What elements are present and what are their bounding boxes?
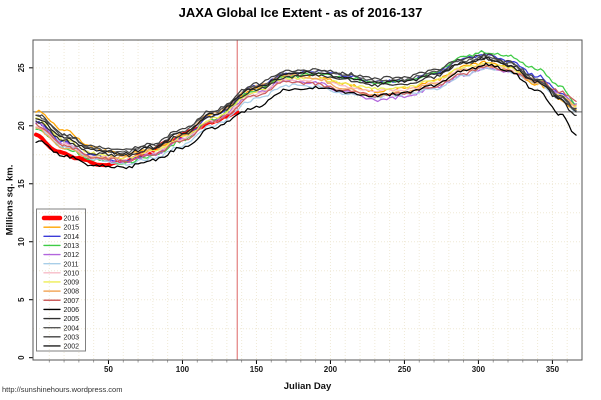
x-tick-label: 50 xyxy=(104,365,113,374)
reference-lines xyxy=(33,40,582,360)
legend: 2016 2015 2014 2013 2012 2011 2010 2009 2008 2007… xyxy=(36,208,86,352)
x-tick-label: 200 xyxy=(324,365,338,374)
chart-title: JAXA Global Ice Extent - as of 2016-137 xyxy=(178,5,423,20)
legend-item-2002: 2002 xyxy=(43,344,80,351)
legend-label-2015: 2015 xyxy=(64,225,80,232)
source-url: http://sunshinehours.wordpress.com xyxy=(2,385,123,394)
y-tick-label: 10 xyxy=(17,237,26,246)
legend-item-2016: 2016 xyxy=(41,216,80,223)
gridlines xyxy=(33,40,582,360)
plot-border xyxy=(32,39,583,361)
series-line-2011 xyxy=(35,66,577,166)
legend-item-2009: 2009 xyxy=(43,280,80,287)
series-line-2005 xyxy=(35,56,577,158)
legend-label-2008: 2008 xyxy=(64,289,80,296)
x-tick-label: 150 xyxy=(250,365,264,374)
legend-label-2012: 2012 xyxy=(64,252,80,259)
legend-label-2007: 2007 xyxy=(64,298,80,305)
legend-item-2010: 2010 xyxy=(43,270,80,277)
legend-item-2007: 2007 xyxy=(43,298,80,305)
y-tick-label: 20 xyxy=(17,121,26,130)
legend-item-2003: 2003 xyxy=(43,334,80,341)
y-tick-label: 25 xyxy=(17,63,26,72)
legend-label-2006: 2006 xyxy=(64,307,80,314)
series-lines xyxy=(34,50,577,170)
series-line-2007 xyxy=(35,64,577,163)
legend-item-2004: 2004 xyxy=(43,325,80,332)
legend-item-2005: 2005 xyxy=(43,316,80,323)
series-line-2009 xyxy=(35,61,577,160)
series-line-2003 xyxy=(35,52,577,151)
legend-item-2011: 2011 xyxy=(43,261,79,268)
x-tick-label: 300 xyxy=(472,365,486,374)
legend-label-2010: 2010 xyxy=(64,270,80,277)
legend-label-2004: 2004 xyxy=(64,325,80,332)
legend-label-2003: 2003 xyxy=(64,334,80,341)
legend-label-2005: 2005 xyxy=(64,316,80,323)
x-axis-label: Julian Day xyxy=(283,381,332,392)
x-tick-label: 350 xyxy=(546,365,560,374)
y-tick-label: 0 xyxy=(17,355,26,360)
legend-label-2016: 2016 xyxy=(64,216,80,223)
legend-label-2002: 2002 xyxy=(64,344,80,351)
legend-label-2014: 2014 xyxy=(64,234,80,241)
legend-item-2014: 2014 xyxy=(43,234,80,241)
legend-item-2006: 2006 xyxy=(43,307,80,314)
legend-label-2011: 2011 xyxy=(64,261,79,268)
legend-label-2013: 2013 xyxy=(64,243,80,250)
legend-box xyxy=(36,208,86,352)
x-tick-label: 250 xyxy=(398,365,412,374)
legend-item-2015: 2015 xyxy=(43,225,80,232)
legend-item-2012: 2012 xyxy=(43,252,80,259)
y-axis-label: Millions sq. km. xyxy=(4,164,16,236)
legend-item-2008: 2008 xyxy=(43,289,80,296)
x-tick-label: 100 xyxy=(176,365,190,374)
series-line-2006 xyxy=(35,62,577,170)
y-tick-label: 15 xyxy=(17,179,26,188)
series-line-2008 xyxy=(35,64,577,160)
y-tick-label: 5 xyxy=(17,297,26,302)
legend-label-2009: 2009 xyxy=(64,280,80,287)
axes: 50 100 150 200 250 300 350 0 5 10 15 20 25 xyxy=(17,39,583,374)
legend-item-2013: 2013 xyxy=(43,243,80,250)
series-line-2002 xyxy=(35,56,577,156)
